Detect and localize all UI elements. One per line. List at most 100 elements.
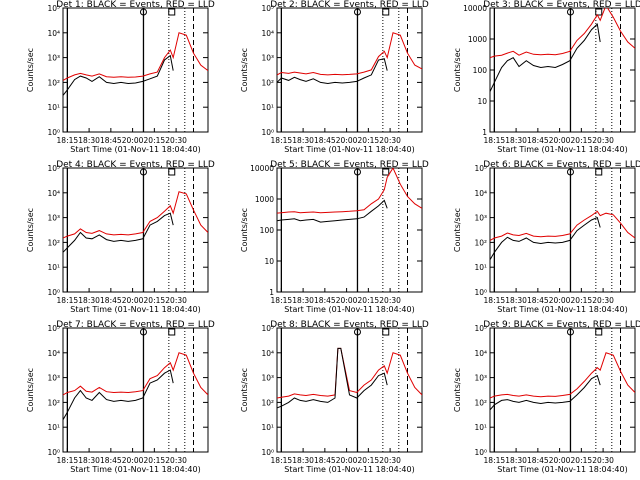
panel-det-8: Det 8: BLACK = Events, RED = LLD 10⁰ 10¹ 10… (240, 320, 429, 474)
x-tick-label: 20:15 (571, 456, 593, 465)
panel-title: Det 8: BLACK = Events, RED = LLD (270, 320, 429, 330)
series-events-line (63, 369, 174, 420)
square-marker-icon (168, 328, 176, 336)
y-tick-label: 10⁴ (47, 29, 60, 38)
x-tick-label: 20:15 (358, 296, 380, 305)
x-tick-label: 18:45 (314, 456, 336, 465)
circle-marker-icon (353, 328, 361, 336)
circle-marker-icon (139, 328, 147, 336)
y-tick-label: 10⁴ (47, 189, 60, 198)
x-tick-label: 20:00 (122, 456, 144, 465)
x-tick-label: 18:30 (292, 456, 314, 465)
x-tick-label: 18:15 (484, 456, 506, 465)
x-tick-label: 20:30 (592, 136, 614, 145)
y-tick-label: 10¹ (261, 103, 274, 112)
x-tick-label: 18:30 (292, 296, 314, 305)
y-tick-label: 10⁴ (47, 349, 60, 358)
square-marker-icon (382, 328, 390, 336)
y-tick-label: 1000 (255, 195, 274, 204)
square-marker-icon (382, 168, 390, 176)
x-tick-label: 18:45 (100, 296, 122, 305)
y-tick-label: 10⁰ (261, 128, 274, 137)
y-tick-label: 10¹ (47, 263, 60, 272)
series-events-line (490, 23, 601, 92)
x-tick-label: 18:30 (78, 456, 100, 465)
panel-title: Det 7: BLACK = Events, RED = LLD (56, 320, 215, 330)
y-tick-label: 10¹ (474, 423, 487, 432)
panel-det-9: Det 9: BLACK = Events, RED = LLD 10⁰ 10¹ 10… (453, 320, 640, 474)
y-tick-label: 10² (474, 238, 487, 247)
y-tick-label: 1 (482, 128, 487, 137)
x-tick-label: 18:45 (100, 136, 122, 145)
x-tick-label: 18:30 (505, 296, 527, 305)
x-tick-label: 20:15 (571, 296, 593, 305)
y-tick-label: 10² (261, 78, 274, 87)
plot-frame (489, 327, 636, 453)
y-tick-label: 1000 (468, 35, 487, 44)
plot-frame (62, 167, 209, 293)
panel-title: Det 9: BLACK = Events, RED = LLD (483, 320, 640, 330)
y-tick-label: 10⁰ (47, 128, 60, 137)
square-marker-icon (595, 8, 603, 16)
x-tick-label: 20:00 (336, 296, 358, 305)
series-events-line (63, 54, 174, 96)
plot-frame (489, 7, 636, 133)
series-events-line (490, 216, 601, 260)
panel-det-2: Det 2: BLACK = Events, RED = LLD 10⁰ 10¹ 10… (240, 0, 429, 154)
panel-det-1: Det 1: BLACK = Events, RED = LLD 10⁰ 10¹ 10… (26, 0, 215, 154)
y-tick-label: 10³ (47, 54, 60, 63)
y-tick-label: 10⁵ (261, 4, 274, 13)
y-tick-label: 10² (47, 78, 60, 87)
y-tick-label: 10³ (47, 374, 60, 383)
x-axis-label: Start Time (01-Nov-11 18:04:40) (497, 145, 627, 154)
x-tick-label: 18:15 (271, 296, 293, 305)
y-tick-label: 10¹ (474, 263, 487, 272)
x-tick-label: 18:15 (271, 456, 293, 465)
y-tick-label: 10⁴ (474, 349, 487, 358)
circle-marker-icon (566, 8, 574, 16)
series-lld-line (63, 352, 208, 396)
x-axis-label: Start Time (01-Nov-11 18:04:40) (70, 145, 200, 154)
x-tick-label: 20:00 (549, 456, 571, 465)
y-tick-label: 10³ (261, 54, 274, 63)
panel-title: Det 2: BLACK = Events, RED = LLD (270, 0, 429, 10)
panel-det-3: Det 3: BLACK = Events, RED = LLD 1 10 100 10… (453, 0, 640, 154)
plot-frame (276, 7, 423, 133)
x-tick-label: 20:15 (144, 296, 166, 305)
y-tick-label: 10⁴ (261, 29, 274, 38)
panel-det-4: Det 4: BLACK = Events, RED = LLD 10⁰ 10¹ 10… (26, 160, 215, 314)
x-tick-label: 18:45 (527, 296, 549, 305)
x-tick-label: 18:45 (314, 136, 336, 145)
panel-title: Det 5: BLACK = Events, RED = LLD (270, 160, 429, 170)
panel-title: Det 3: BLACK = Events, RED = LLD (483, 0, 640, 10)
y-tick-label: 10⁵ (261, 324, 274, 333)
square-marker-icon (595, 168, 603, 176)
y-tick-label: 10⁰ (474, 288, 487, 297)
x-tick-label: 20:30 (379, 456, 401, 465)
panel-title: Det 6: BLACK = Events, RED = LLD (483, 160, 640, 170)
x-tick-label: 18:30 (78, 296, 100, 305)
x-tick-label: 18:30 (505, 136, 527, 145)
x-tick-label: 20:30 (165, 456, 187, 465)
x-tick-label: 20:00 (336, 456, 358, 465)
x-tick-label: 20:30 (165, 136, 187, 145)
series-events-line (63, 212, 174, 253)
y-tick-label: 10 (264, 257, 274, 266)
x-axis-label: Start Time (01-Nov-11 18:04:40) (497, 305, 627, 314)
circle-marker-icon (353, 168, 361, 176)
x-tick-label: 18:30 (78, 136, 100, 145)
y-tick-label: 10² (261, 398, 274, 407)
x-tick-label: 18:15 (57, 296, 79, 305)
plot-frame (62, 7, 209, 133)
series-lld-line (277, 32, 422, 76)
x-tick-label: 20:30 (592, 296, 614, 305)
x-tick-label: 20:15 (571, 136, 593, 145)
series-lld-line (490, 352, 635, 399)
x-tick-label: 18:30 (292, 136, 314, 145)
y-tick-label: 1 (269, 288, 274, 297)
y-tick-label: 100 (473, 66, 488, 75)
y-tick-label: 10² (474, 398, 487, 407)
plot-frame (276, 167, 423, 293)
x-axis-label: Start Time (01-Nov-11 18:04:40) (497, 465, 627, 474)
x-tick-label: 18:45 (314, 296, 336, 305)
